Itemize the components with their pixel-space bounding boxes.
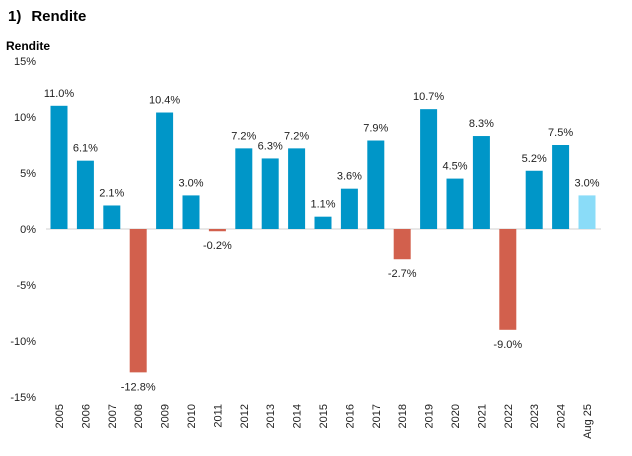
x-tick-label: 2015 xyxy=(318,404,330,428)
x-tick-label: 2007 xyxy=(107,404,119,428)
bar xyxy=(208,229,226,232)
data-label: 7.5% xyxy=(548,127,573,139)
chart-heading: 1) Rendite xyxy=(8,8,86,25)
x-tick-label: 2022 xyxy=(503,404,515,428)
data-label: -12.8% xyxy=(121,381,156,393)
data-label: 5.2% xyxy=(522,153,547,165)
value-labels-group: 11.0% 6.1% 2.1% -12.8% 10.4% 3.0% -0.2% 7.2%6.3… xyxy=(44,88,600,394)
y-tick-label: 15% xyxy=(14,56,36,68)
bar xyxy=(288,148,306,229)
bar xyxy=(261,158,279,229)
x-tick-labels-group: 2005 2006 2007 2008 2009 2010 2011 2012 2013 2014… xyxy=(54,404,594,439)
x-tick-label: 2014 xyxy=(292,404,304,428)
bar xyxy=(340,188,358,229)
y-tick-label: 5% xyxy=(20,168,36,180)
data-label: -2.7% xyxy=(388,268,417,280)
bar xyxy=(129,229,147,373)
bar xyxy=(525,170,543,229)
x-tick-label: 2024 xyxy=(556,404,568,428)
bar xyxy=(235,148,253,229)
bar xyxy=(393,229,411,260)
x-tick-label: 2016 xyxy=(344,404,356,428)
data-label: 3.6% xyxy=(337,171,362,183)
y-tick-label: 10% xyxy=(14,112,36,124)
x-tick-label: 2017 xyxy=(371,404,383,428)
x-tick-label: 2018 xyxy=(397,404,409,428)
bar xyxy=(420,109,438,229)
data-label: 6.3% xyxy=(258,140,283,152)
data-label: 3.0% xyxy=(178,177,203,189)
bar xyxy=(76,160,94,229)
data-label: 6.1% xyxy=(73,143,98,155)
heading-number: 1) xyxy=(8,8,22,25)
x-tick-label: 2009 xyxy=(160,404,172,428)
y-tick-label: 0% xyxy=(20,224,36,236)
bar xyxy=(156,112,174,229)
bar xyxy=(578,195,596,229)
bars-group xyxy=(50,105,596,373)
data-label: 10.7% xyxy=(413,91,444,103)
x-tick-label: 2012 xyxy=(239,404,251,428)
y-tick-label: -15% xyxy=(10,392,36,404)
x-tick-label: 2010 xyxy=(186,404,198,428)
bar xyxy=(182,195,200,229)
x-tick-label: 2021 xyxy=(476,404,488,428)
y-tick-label: -5% xyxy=(16,280,36,292)
x-tick-label: Aug 25 xyxy=(582,404,594,439)
bar xyxy=(103,205,121,229)
data-label: 1.1% xyxy=(310,199,335,211)
data-label: -0.2% xyxy=(203,240,232,252)
data-label: 2.1% xyxy=(99,187,124,199)
x-tick-label: 2008 xyxy=(133,404,145,428)
x-tick-label: 2013 xyxy=(265,404,277,428)
x-tick-label: 2019 xyxy=(424,404,436,428)
data-label: 3.0% xyxy=(574,177,599,189)
bar xyxy=(472,136,490,229)
bar xyxy=(446,178,464,229)
bar xyxy=(50,105,68,229)
bar xyxy=(314,216,332,229)
data-label: 8.3% xyxy=(469,118,494,130)
data-label: 7.9% xyxy=(363,123,388,135)
data-label: 10.4% xyxy=(149,95,180,107)
x-tick-label: 2011 xyxy=(212,404,224,428)
data-label: 11.0% xyxy=(44,88,75,100)
x-tick-label: 2020 xyxy=(450,404,462,428)
x-tick-label: 2006 xyxy=(80,404,92,428)
data-label: -9.0% xyxy=(493,339,522,351)
y-axis-label: Rendite xyxy=(6,39,51,53)
bar xyxy=(367,140,385,229)
x-tick-label: 2005 xyxy=(54,404,66,428)
data-label: 7.2% xyxy=(231,130,256,142)
heading-title: Rendite xyxy=(31,8,87,25)
bar xyxy=(499,229,517,330)
bar xyxy=(552,145,570,229)
data-label: 7.2% xyxy=(284,130,309,142)
x-tick-label: 2023 xyxy=(529,404,541,428)
y-tick-label: -10% xyxy=(10,336,36,348)
data-label: 4.5% xyxy=(442,161,467,173)
